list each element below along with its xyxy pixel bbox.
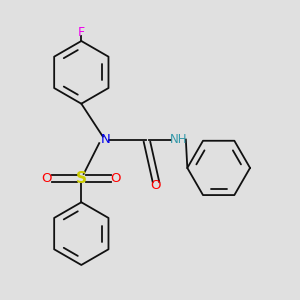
Text: O: O xyxy=(151,179,161,192)
Text: S: S xyxy=(76,171,87,186)
Text: O: O xyxy=(110,172,121,185)
Text: NH: NH xyxy=(169,133,187,146)
Text: O: O xyxy=(42,172,52,185)
Text: F: F xyxy=(78,26,85,38)
Text: N: N xyxy=(100,133,110,146)
